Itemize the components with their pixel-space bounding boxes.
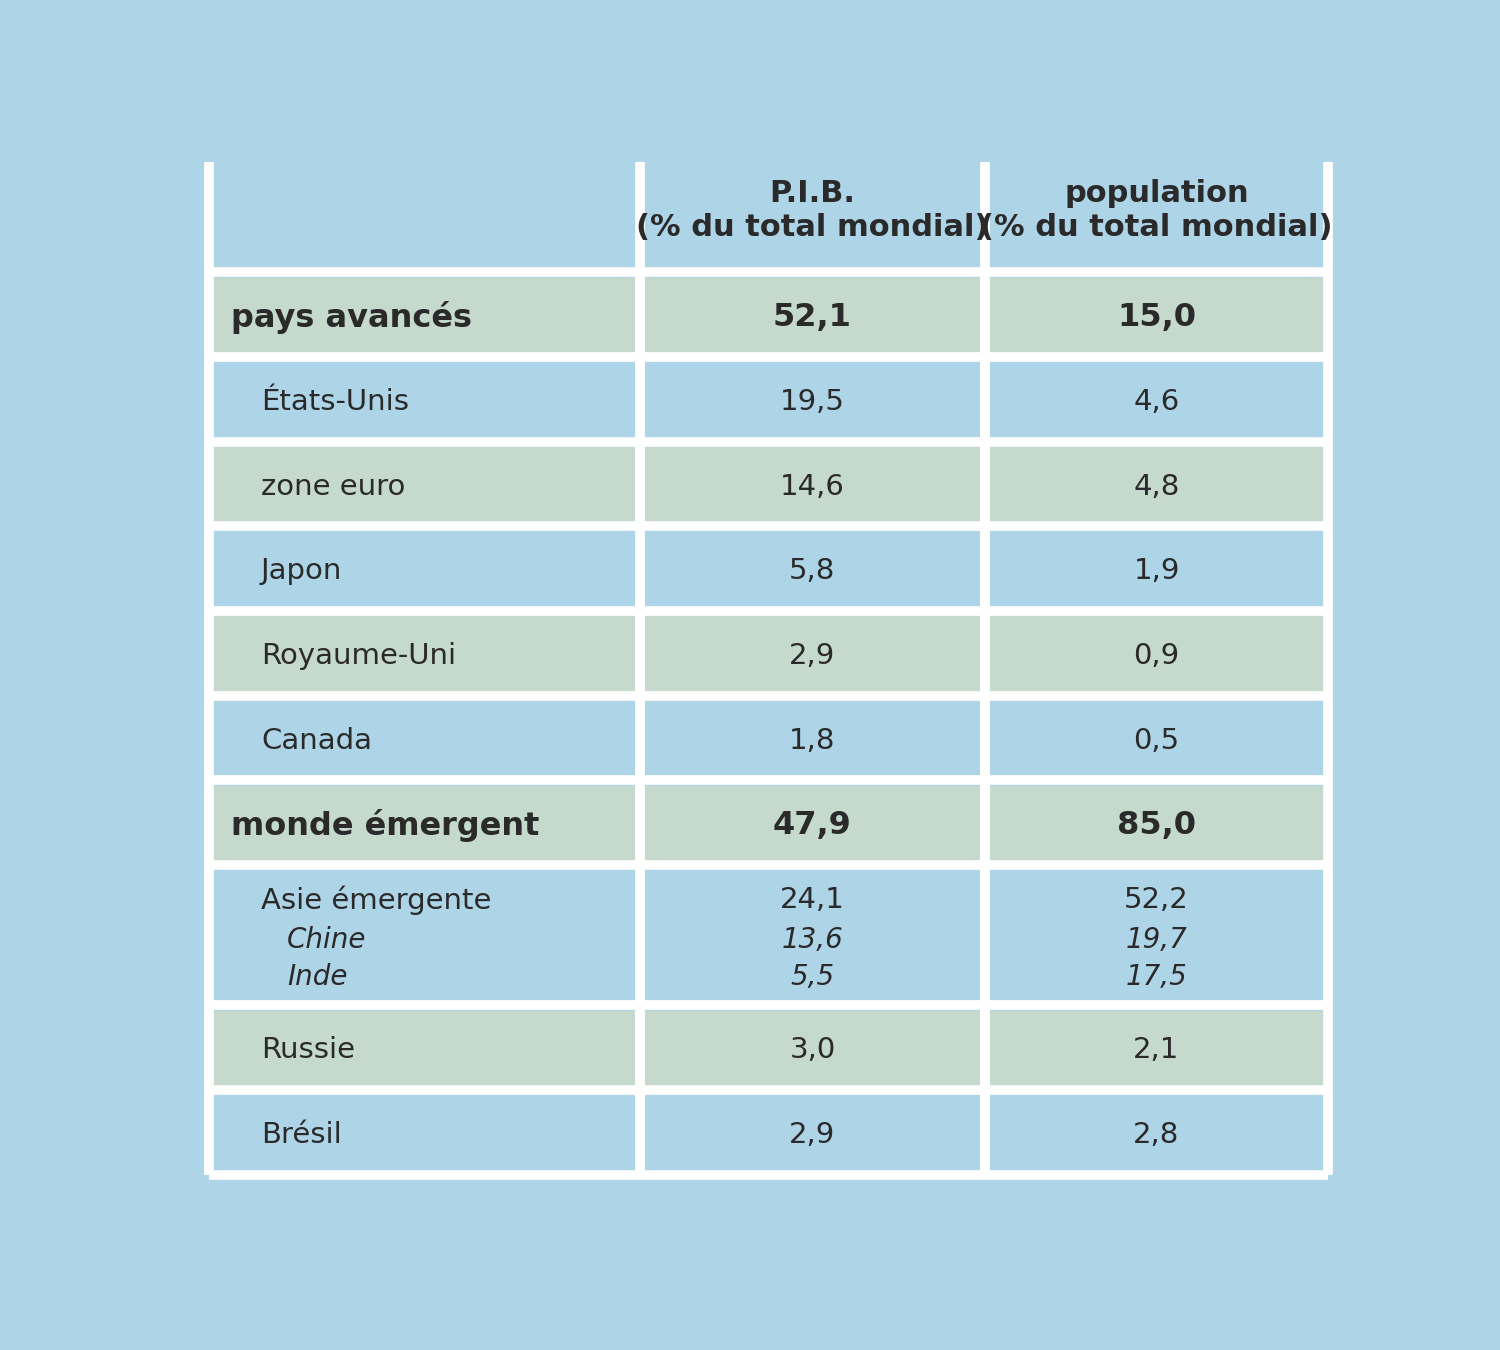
Bar bbox=[209, 786, 640, 865]
Text: Canada: Canada bbox=[261, 726, 372, 755]
Text: 5,5: 5,5 bbox=[790, 963, 834, 991]
Text: 4,8: 4,8 bbox=[1134, 472, 1179, 501]
Text: Brésil: Brésil bbox=[261, 1120, 342, 1149]
Text: 52,1: 52,1 bbox=[772, 301, 852, 332]
Text: 19,7: 19,7 bbox=[1125, 926, 1188, 954]
Text: monde émergent: monde émergent bbox=[231, 809, 538, 842]
Bar bbox=[209, 871, 640, 1006]
Bar bbox=[984, 1011, 1329, 1089]
Bar bbox=[640, 617, 984, 695]
Bar bbox=[984, 362, 1329, 441]
Bar bbox=[640, 871, 984, 1006]
Text: 0,9: 0,9 bbox=[1134, 643, 1179, 670]
Bar bbox=[209, 1095, 640, 1174]
Text: 0,5: 0,5 bbox=[1134, 726, 1179, 755]
Text: Russie: Russie bbox=[261, 1037, 356, 1064]
Bar bbox=[640, 447, 984, 526]
Bar bbox=[984, 871, 1329, 1006]
Bar bbox=[209, 617, 640, 695]
Text: population
(% du total mondial): population (% du total mondial) bbox=[981, 180, 1334, 242]
Text: 1,9: 1,9 bbox=[1134, 558, 1179, 586]
Text: 19,5: 19,5 bbox=[780, 387, 844, 416]
Text: Inde: Inde bbox=[286, 963, 348, 991]
Text: Japon: Japon bbox=[261, 558, 342, 586]
Bar bbox=[640, 1011, 984, 1089]
Text: pays avancés: pays avancés bbox=[231, 301, 471, 333]
Text: Royaume-Uni: Royaume-Uni bbox=[261, 643, 456, 670]
Bar bbox=[984, 148, 1329, 273]
Text: Chine: Chine bbox=[286, 926, 366, 954]
Bar bbox=[209, 701, 640, 780]
Text: zone euro: zone euro bbox=[261, 472, 405, 501]
Text: 1,8: 1,8 bbox=[789, 726, 836, 755]
Bar bbox=[209, 447, 640, 526]
Bar bbox=[984, 786, 1329, 865]
Bar bbox=[640, 532, 984, 612]
Bar bbox=[984, 447, 1329, 526]
Bar bbox=[209, 278, 640, 356]
Text: 4,6: 4,6 bbox=[1134, 387, 1179, 416]
Text: 15,0: 15,0 bbox=[1118, 301, 1196, 332]
Bar bbox=[640, 278, 984, 356]
Text: 47,9: 47,9 bbox=[772, 810, 852, 841]
Bar bbox=[984, 532, 1329, 612]
Text: 3,0: 3,0 bbox=[789, 1037, 836, 1064]
Text: 13,6: 13,6 bbox=[782, 926, 843, 954]
Text: 17,5: 17,5 bbox=[1125, 963, 1188, 991]
Text: 5,8: 5,8 bbox=[789, 558, 836, 586]
Text: 2,9: 2,9 bbox=[789, 643, 836, 670]
Text: 2,1: 2,1 bbox=[1134, 1037, 1179, 1064]
Bar bbox=[640, 786, 984, 865]
Bar bbox=[640, 362, 984, 441]
Bar bbox=[640, 148, 984, 273]
Bar bbox=[984, 278, 1329, 356]
Text: 52,2: 52,2 bbox=[1124, 886, 1190, 914]
Text: 85,0: 85,0 bbox=[1118, 810, 1196, 841]
Bar bbox=[209, 1011, 640, 1089]
Text: 2,8: 2,8 bbox=[1134, 1120, 1179, 1149]
Text: 2,9: 2,9 bbox=[789, 1120, 836, 1149]
Bar bbox=[984, 701, 1329, 780]
Text: États-Unis: États-Unis bbox=[261, 387, 410, 416]
Text: 24,1: 24,1 bbox=[780, 886, 844, 914]
Text: 14,6: 14,6 bbox=[780, 472, 844, 501]
Text: Asie émergente: Asie émergente bbox=[261, 886, 492, 915]
Bar bbox=[209, 148, 640, 273]
Bar bbox=[209, 532, 640, 612]
Text: P.I.B.
(% du total mondial): P.I.B. (% du total mondial) bbox=[636, 180, 988, 242]
Bar bbox=[984, 1095, 1329, 1174]
Bar bbox=[209, 362, 640, 441]
Bar bbox=[640, 1095, 984, 1174]
Bar bbox=[640, 701, 984, 780]
Bar bbox=[984, 617, 1329, 695]
